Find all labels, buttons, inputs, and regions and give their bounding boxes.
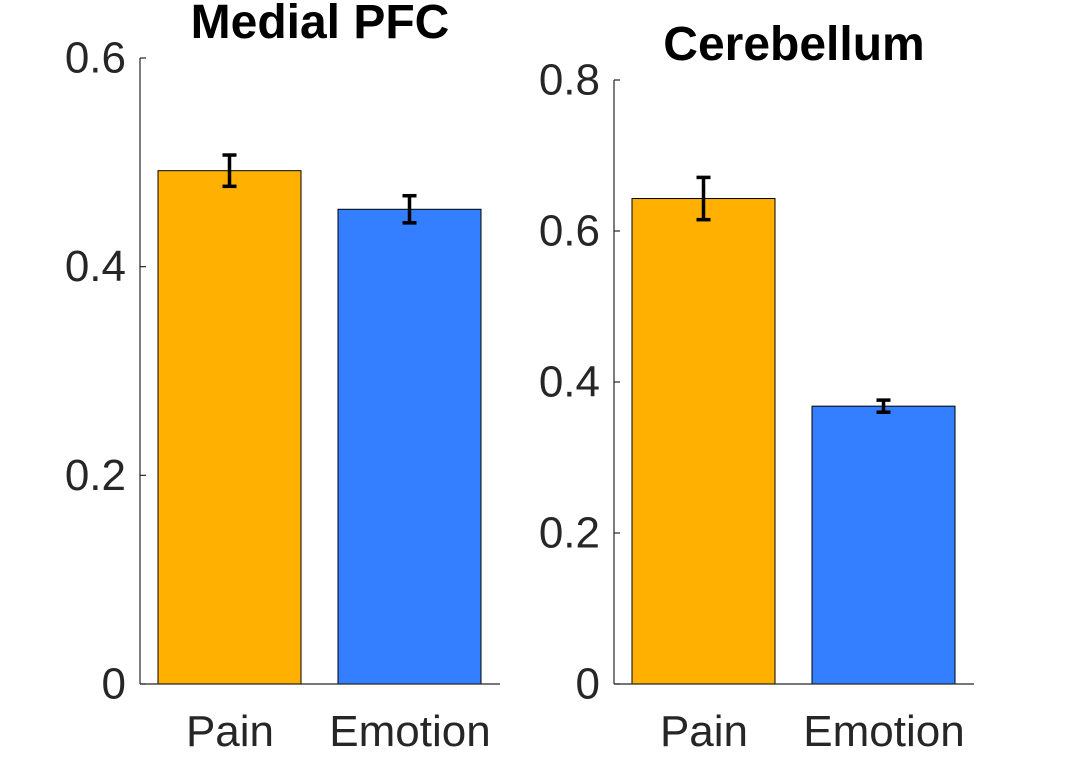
chart-cerebellum: Cerebellum 0 0.2 0.4 0.6 0.8 Pain Emotion	[539, 18, 974, 756]
y-tick-label: 0.6	[539, 207, 600, 256]
y-tick-label: 0.4	[65, 242, 126, 291]
category-label: Pain	[660, 707, 748, 756]
category-label: Emotion	[803, 707, 964, 756]
error-bar	[402, 193, 417, 225]
bars	[157, 170, 482, 685]
y-axis-ticks: 0 0.2 0.4 0.6	[65, 34, 146, 709]
chart-title: Cerebellum	[663, 18, 924, 71]
y-tick-label: 0.2	[539, 509, 600, 558]
bars	[631, 198, 956, 685]
error-bars	[222, 153, 417, 225]
category-label: Pain	[186, 707, 274, 756]
y-tick-label: 0	[102, 660, 126, 709]
x-axis-labels: Pain Emotion	[186, 707, 491, 756]
chart-medial-pfc: Medial PFC 0 0.2 0.4 0.6 Pain Emotion	[65, 0, 500, 756]
chart-title: Medial PFC	[191, 0, 450, 49]
x-axis-labels: Pain Emotion	[660, 707, 965, 756]
y-tick-label: 0.2	[65, 451, 126, 500]
y-axis-ticks: 0 0.2 0.4 0.6 0.8	[539, 56, 620, 709]
bar-pain	[631, 198, 776, 685]
bar-pain	[157, 170, 302, 685]
error-bars	[696, 175, 891, 414]
y-tick-label: 0	[576, 660, 600, 709]
y-tick-label: 0.6	[65, 34, 126, 83]
y-tick-label: 0.4	[539, 358, 600, 407]
error-bar	[696, 175, 711, 222]
category-label: Emotion	[329, 707, 490, 756]
error-bar	[876, 398, 891, 414]
bar-emotion	[337, 208, 482, 685]
y-tick-label: 0.8	[539, 56, 600, 105]
error-bar	[222, 153, 237, 189]
bar-emotion	[811, 405, 956, 685]
